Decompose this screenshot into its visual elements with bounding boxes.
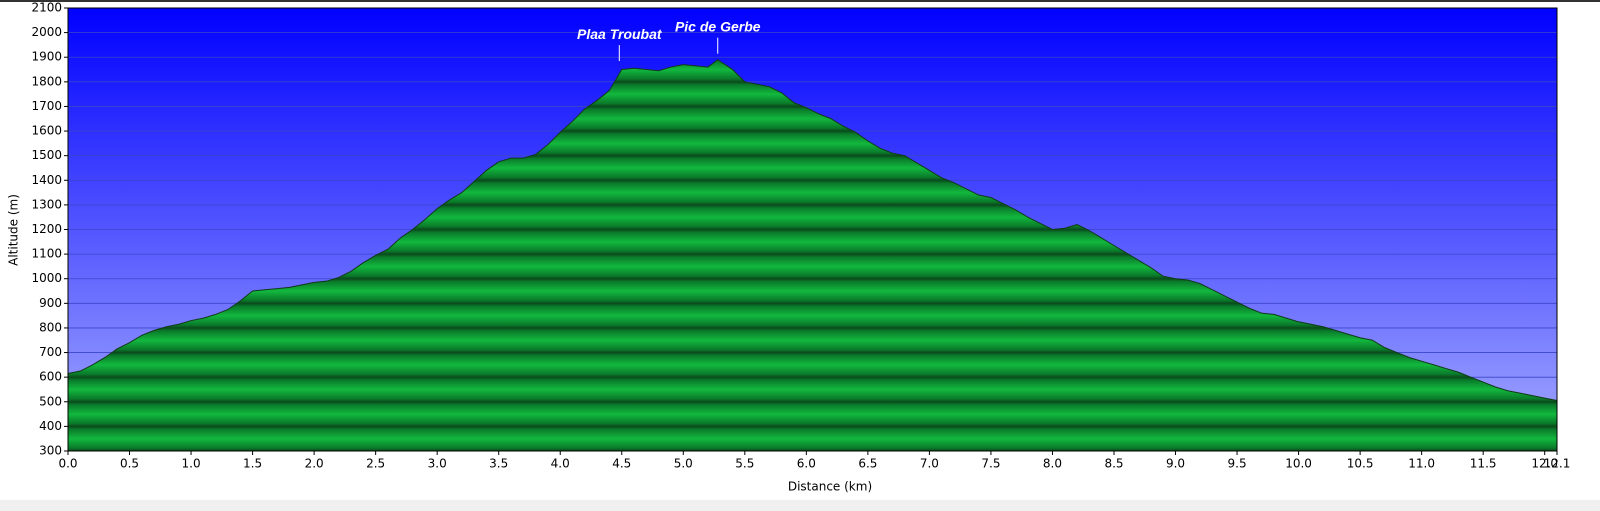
x-tick-label: 3.0 bbox=[428, 457, 447, 471]
plot-frame bbox=[67, 7, 1558, 452]
y-tick-label: 500 bbox=[39, 394, 62, 408]
y-tick-label: 1900 bbox=[31, 50, 62, 64]
y-tick-label: 1200 bbox=[31, 222, 62, 236]
x-tick-label: 5.5 bbox=[735, 457, 754, 471]
x-tick-label: 6.0 bbox=[797, 457, 816, 471]
y-tick-label: 1100 bbox=[31, 247, 62, 261]
x-tick-label: 0.5 bbox=[120, 457, 139, 471]
x-tick-label: 11.5 bbox=[1470, 457, 1497, 471]
y-tick-label: 1300 bbox=[31, 197, 62, 211]
y-tick-label: 300 bbox=[39, 444, 62, 458]
x-axis-label: Distance (km) bbox=[788, 480, 872, 494]
annotation-label: Pic de Gerbe bbox=[675, 18, 761, 34]
x-tick-label: 1.5 bbox=[243, 457, 262, 471]
x-tick-label: 8.0 bbox=[1043, 457, 1062, 471]
elevation-area bbox=[68, 59, 1557, 451]
x-tick-label: 9.5 bbox=[1228, 457, 1247, 471]
y-tick-label: 700 bbox=[39, 345, 62, 359]
y-tick-label: 1500 bbox=[31, 148, 62, 162]
x-tick-label: 0.0 bbox=[58, 457, 77, 471]
elevation-line bbox=[67, 59, 1558, 402]
y-tick-label: 1400 bbox=[31, 173, 62, 187]
y-tick-label: 1800 bbox=[31, 74, 62, 88]
y-tick-label: 1600 bbox=[31, 124, 62, 138]
x-tick-label: 4.5 bbox=[612, 457, 631, 471]
y-tick-label: 1700 bbox=[31, 99, 62, 113]
x-tick-label: 8.5 bbox=[1104, 457, 1123, 471]
y-tick-label: 1000 bbox=[31, 271, 62, 285]
y-tick-label: 400 bbox=[39, 419, 62, 433]
bottom-strip bbox=[0, 500, 1600, 511]
x-tick-label: 5.0 bbox=[674, 457, 693, 471]
y-tick-label: 2000 bbox=[31, 25, 62, 39]
top-border bbox=[0, 0, 1600, 2]
x-tick-label: 2.0 bbox=[305, 457, 324, 471]
x-tick-label: 6.5 bbox=[858, 457, 877, 471]
x-tick-label: 4.0 bbox=[551, 457, 570, 471]
x-tick-label: 1.0 bbox=[182, 457, 201, 471]
x-tick-label: 7.5 bbox=[981, 457, 1000, 471]
annotation-label: Plaa Troubat bbox=[577, 26, 663, 42]
y-tick-label: 800 bbox=[39, 320, 62, 334]
x-tick-label: 10.0 bbox=[1285, 457, 1312, 471]
y-tick-label: 2100 bbox=[31, 1, 62, 15]
x-tick-label: 12.1 bbox=[1544, 457, 1571, 471]
x-tick-label: 9.0 bbox=[1166, 457, 1185, 471]
x-tick-label: 2.5 bbox=[366, 457, 385, 471]
y-tick-label: 600 bbox=[39, 370, 62, 384]
x-tick-label: 3.5 bbox=[489, 457, 508, 471]
y-axis-label: Altitude (m) bbox=[7, 194, 21, 266]
x-tick-label: 10.5 bbox=[1347, 457, 1374, 471]
y-tick-label: 900 bbox=[39, 296, 62, 310]
x-tick-label: 12.0 bbox=[1531, 457, 1558, 471]
x-tick-label: 11.0 bbox=[1408, 457, 1435, 471]
x-tick-label: 7.0 bbox=[920, 457, 939, 471]
